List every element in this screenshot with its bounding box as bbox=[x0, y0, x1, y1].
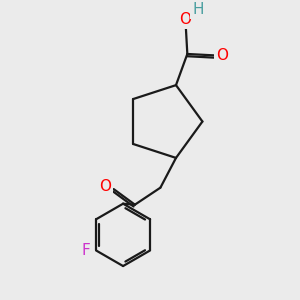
Text: O: O bbox=[179, 13, 191, 28]
Text: O: O bbox=[99, 179, 111, 194]
Text: H: H bbox=[192, 2, 204, 17]
Text: O: O bbox=[216, 48, 228, 63]
Text: F: F bbox=[82, 243, 91, 258]
